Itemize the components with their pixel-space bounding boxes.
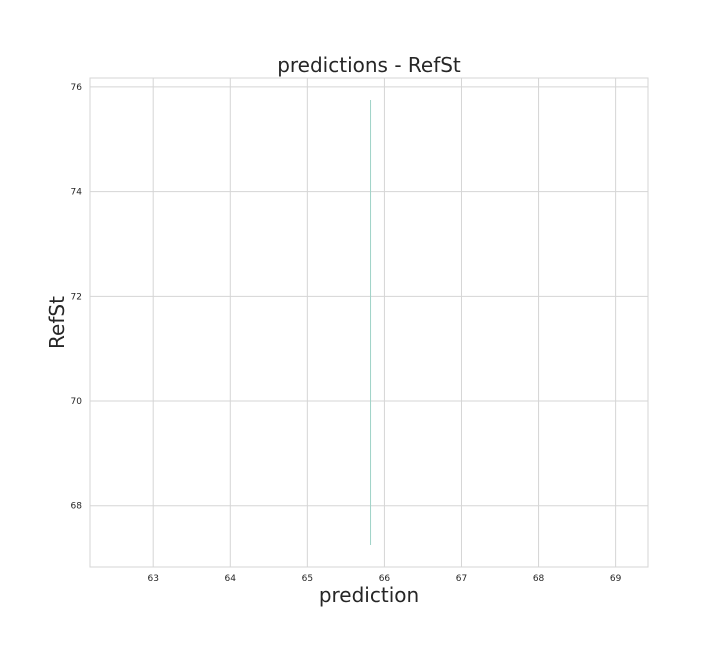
x-tick-label: 64 [225,574,237,584]
x-gridlines [152,78,617,567]
x-tick-label: 68 [533,574,545,584]
x-tick-label: 66 [379,574,391,584]
y-tick-label: 72 [71,292,82,302]
plot-background [90,78,648,567]
y-axis-title: RefSt [45,296,69,349]
y-tick-label: 70 [71,397,83,407]
y-tick-label: 76 [71,83,83,93]
x-tick-label: 63 [147,574,158,584]
x-tick-labels: 63 64 65 66 67 68 69 [147,574,621,584]
x-tick-label: 67 [456,574,467,584]
y-tick-labels: 68 70 72 74 76 [71,83,83,512]
chart-title: predictions - RefSt [277,53,461,77]
y-tick-label: 68 [71,502,83,512]
plot-area [89,77,649,568]
plot-frame [89,77,649,568]
y-gridlines [90,86,648,507]
x-tick-label: 69 [610,574,622,584]
y-tick-label: 74 [71,188,83,198]
x-tick-label: 65 [302,574,313,584]
x-axis-title: prediction [319,583,419,607]
